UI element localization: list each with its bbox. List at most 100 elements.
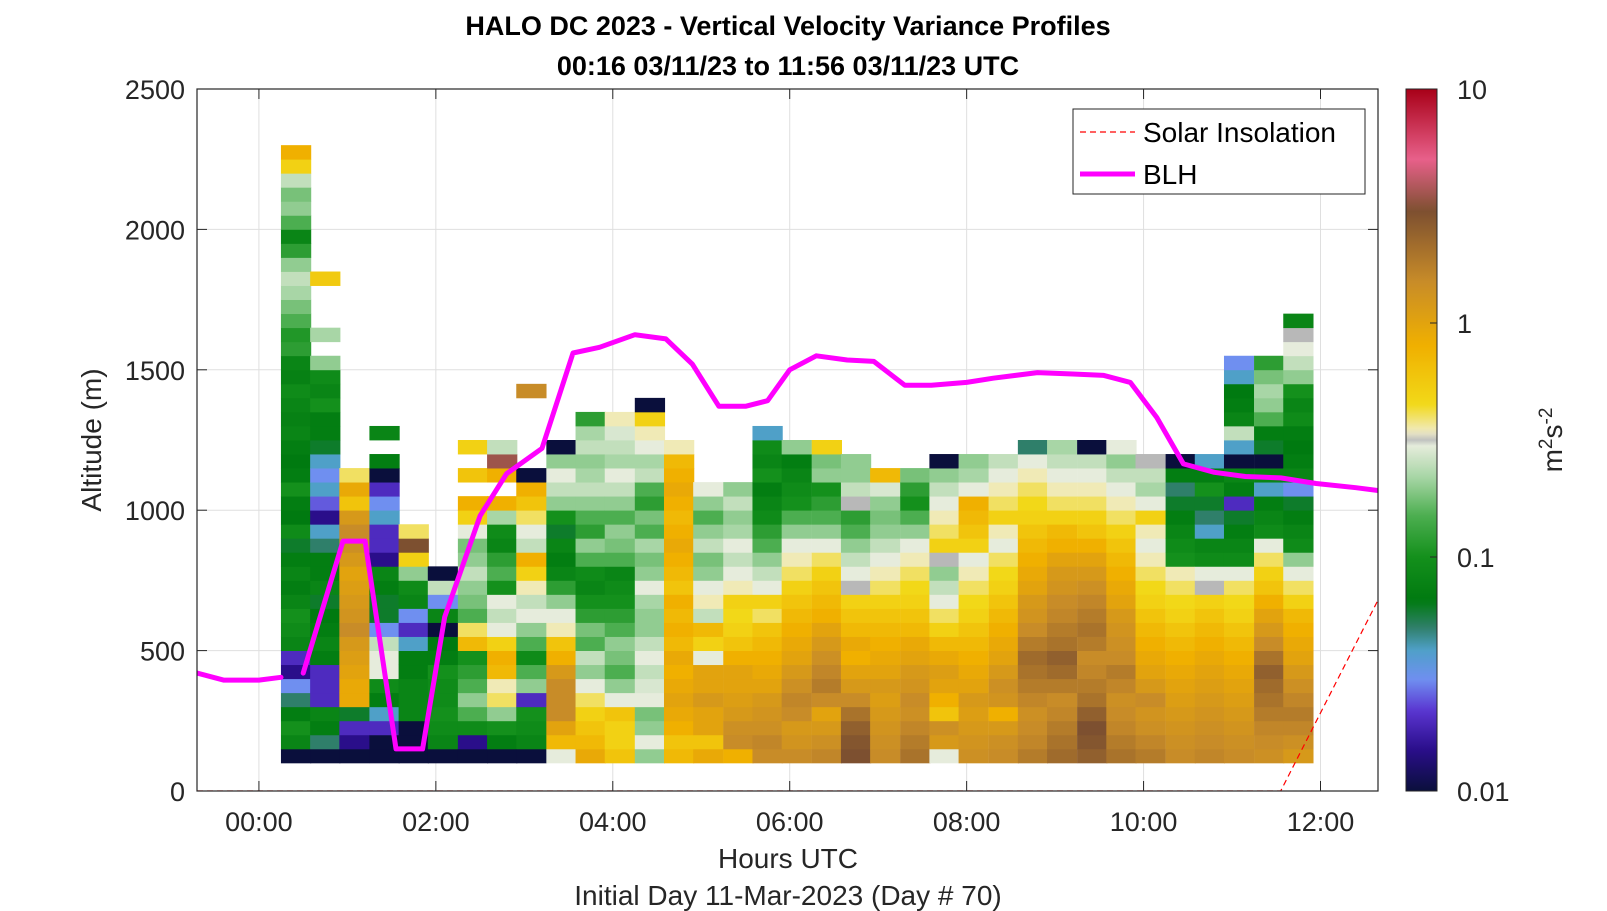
heatmap-cell	[604, 580, 635, 595]
heatmap-cell	[634, 411, 666, 427]
heatmap-cell	[310, 538, 341, 553]
legend-box	[1072, 108, 1366, 195]
heatmap-cell	[310, 636, 341, 651]
heatmap-cell	[752, 678, 783, 694]
heatmap-cell	[280, 748, 312, 764]
heatmap-cell	[664, 440, 695, 455]
heatmap-cell	[929, 538, 960, 553]
heatmap-cell	[1254, 566, 1285, 581]
heatmap-cell	[1165, 538, 1196, 553]
heatmap-cell	[1077, 468, 1108, 483]
heatmap-cell	[723, 566, 754, 581]
heatmap-cell	[723, 524, 754, 539]
heatmap-cell	[1077, 440, 1108, 455]
heatmap-cell	[723, 748, 754, 764]
heatmap-cell	[487, 706, 518, 722]
heatmap-cell	[1254, 454, 1285, 469]
heatmap-cell	[929, 510, 960, 525]
heatmap-cell	[1283, 425, 1314, 441]
heatmap-cell	[811, 468, 842, 483]
heatmap-cell	[280, 425, 312, 441]
heatmap-cell	[398, 524, 429, 539]
heatmap-cell	[634, 454, 666, 469]
heatmap-cell	[280, 327, 312, 343]
heatmap-cell	[781, 510, 812, 525]
heatmap-cell	[752, 636, 783, 651]
heatmap-cell	[1223, 678, 1255, 694]
heatmap-cell	[1017, 706, 1049, 722]
heatmap-cell	[310, 720, 341, 736]
heatmap-cell	[900, 664, 931, 680]
heatmap-cell	[575, 608, 606, 623]
heatmap-cell	[1106, 706, 1137, 722]
heatmap-cell	[1135, 454, 1166, 469]
chart-subtitle: 00:16 03/11/23 to 11:56 03/11/23 UTC	[557, 51, 1019, 81]
heatmap-cell	[1254, 482, 1285, 497]
heatmap-cell	[840, 482, 872, 497]
blh-line	[197, 670, 284, 683]
heatmap-cell	[1106, 734, 1137, 750]
heatmap-cell	[280, 187, 312, 202]
heatmap-cell	[900, 566, 931, 581]
heatmap-cell	[339, 692, 370, 708]
heatmap-cell	[546, 496, 577, 511]
heatmap-cell	[1165, 706, 1196, 722]
heatmap-cell	[310, 496, 341, 511]
heatmap-cell	[988, 678, 1019, 694]
heatmap-cell	[546, 440, 577, 455]
heatmap-cell	[1135, 664, 1166, 680]
heatmap-cell	[634, 692, 666, 708]
heatmap-cell	[958, 692, 989, 708]
heatmap-cell	[1165, 608, 1196, 623]
heatmap-cell	[516, 678, 547, 694]
heatmap-cell	[634, 468, 666, 483]
heatmap-cell	[634, 440, 666, 455]
heatmap-cell	[929, 552, 960, 567]
x-axis-label: Hours UTC	[718, 843, 858, 874]
heatmap-cell	[280, 369, 312, 385]
heatmap-cell	[840, 510, 872, 525]
heatmap-cell	[575, 664, 606, 680]
heatmap-cell	[664, 720, 695, 736]
heatmap-cell	[1283, 580, 1314, 595]
heatmap-cell	[310, 706, 341, 722]
heatmap-cell	[664, 650, 695, 666]
heatmap-cell	[1077, 454, 1108, 469]
heatmap-cell	[1077, 566, 1108, 581]
y-tick-label: 500	[140, 637, 185, 667]
heatmap-cell	[369, 468, 400, 483]
heatmap-cell	[1106, 748, 1137, 764]
heatmap-cell	[427, 650, 459, 666]
heatmap-cell	[1077, 608, 1108, 623]
heatmap-cell	[280, 566, 312, 581]
heatmap-cell	[1223, 594, 1255, 609]
heatmap-cell	[516, 664, 547, 680]
heatmap-cell	[664, 496, 695, 511]
heatmap-cell	[280, 678, 312, 694]
heatmap-cell	[280, 538, 312, 553]
heatmap-cell	[546, 454, 577, 469]
heatmap-cell	[840, 552, 872, 567]
heatmap-cell	[1165, 594, 1196, 609]
heatmap-cell	[398, 538, 429, 553]
heatmap-cell	[1047, 454, 1078, 469]
heatmap-cell	[310, 692, 341, 708]
heatmap-cell	[1194, 734, 1226, 750]
heatmap-cell	[811, 566, 842, 581]
heatmap-cell	[575, 468, 606, 483]
heatmap-cell	[310, 425, 341, 441]
heatmap-cell	[1135, 594, 1166, 609]
heatmap-cell	[1106, 692, 1137, 708]
heatmap-cell	[604, 566, 635, 581]
heatmap-cell	[575, 636, 606, 651]
heatmap-cell	[811, 552, 842, 567]
heatmap-cell	[929, 482, 960, 497]
heatmap-cell	[1077, 692, 1108, 708]
heatmap-cell	[1047, 566, 1078, 581]
heatmap-cell	[723, 692, 754, 708]
heatmap-cell	[1135, 622, 1166, 637]
heatmap-cell	[811, 622, 842, 637]
heatmap-cell	[811, 482, 842, 497]
heatmap-cell	[1194, 482, 1226, 497]
heatmap-cell	[310, 369, 341, 385]
